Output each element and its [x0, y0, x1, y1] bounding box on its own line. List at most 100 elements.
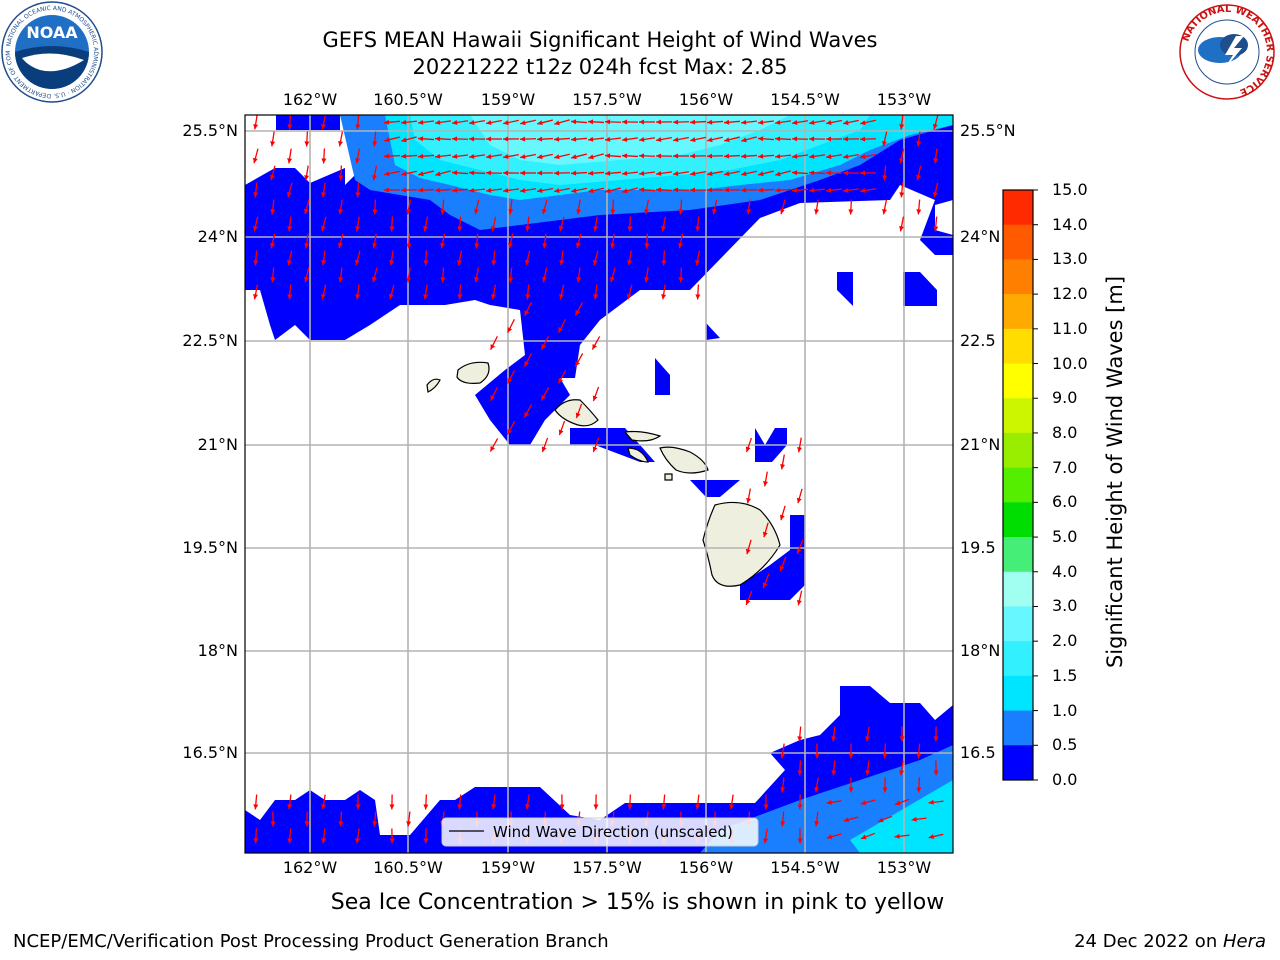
wave-arrow-42: [434, 136, 452, 142]
wave-arrow-238: [270, 267, 276, 283]
wave-arrow-124: [638, 170, 656, 176]
wave-arrow-248: [609, 267, 616, 283]
wave-arrow-13: [537, 119, 553, 126]
wave-arrow-166: [757, 187, 775, 193]
wave-arrow-299: [797, 590, 803, 606]
wave-arrow-116: [502, 170, 520, 176]
wave-arrow-233: [559, 250, 565, 266]
wave-arrow-170: [825, 187, 843, 193]
wave-arrow-161: [672, 187, 690, 193]
page-title: GEFS MEAN Hawaii Significant Height of W…: [322, 28, 878, 52]
wave-arrow-285: [592, 437, 600, 453]
wave-arrow-196: [287, 216, 293, 232]
wave-arrow-309: [916, 743, 922, 759]
wave-arrow-18: [621, 119, 639, 125]
colorbar-segment-15: [1003, 710, 1033, 746]
wave-arrow-30: [826, 119, 842, 126]
wave-arrow-340: [928, 799, 944, 805]
wave-arrow-148: [451, 187, 469, 193]
lat-left-label: 22.5°N: [182, 331, 238, 350]
wave-arrow-207: [661, 216, 667, 232]
wave-arrow-378: [826, 833, 842, 840]
wave-arrow-154: [554, 187, 570, 194]
lat-right-label: 22.5: [960, 331, 996, 350]
wave-arrow-172: [859, 188, 877, 193]
wave-arrow-183: [541, 199, 548, 215]
noaa-logo: NOAA NATIONAL OCEANIC AND ATMOSPHERIC AD…: [0, 0, 103, 103]
wave-arrow-11: [503, 119, 519, 126]
wave-arrow-75: [400, 153, 418, 159]
wave-arrow-274: [506, 370, 516, 384]
wave-arrow-333: [695, 794, 701, 810]
lat-left-label: 24°N: [197, 227, 238, 246]
wave-arrow-194: [916, 199, 922, 215]
wave-arrow-131: [758, 170, 774, 177]
wave-arrow-40: [401, 136, 417, 143]
wave-arrow-60: [741, 136, 757, 143]
wave-arrow-49: [553, 136, 571, 142]
wave-arrow-134: [808, 170, 826, 176]
wave-arrow-132: [775, 170, 791, 177]
wave-arrow-53: [621, 136, 639, 142]
lon-bottom-label: 157.5°W: [572, 858, 642, 877]
wave-arrow-263: [661, 284, 667, 300]
wave-arrow-88: [621, 153, 639, 159]
wave-arrow-221: [610, 233, 616, 249]
wave-arrow-135: [825, 170, 843, 176]
wave-arrow-264: [695, 284, 701, 300]
wave-arrow-359: [877, 815, 893, 823]
lon-top-label: 153°W: [876, 90, 932, 109]
wave-arrow-186: [644, 199, 650, 215]
wave-arrow-276: [489, 387, 499, 401]
wave-arrow-330: [593, 794, 599, 810]
colorbar-tick-label: 9.0: [1052, 388, 1078, 408]
wave-arrow-192: [848, 199, 854, 215]
wave-arrow-28: [791, 120, 809, 125]
colorbar-segment-7: [1003, 432, 1033, 469]
wave-arrow-67: [859, 136, 877, 142]
lat-left-label: 21°N: [197, 435, 238, 454]
wave-arrow-9: [469, 119, 485, 125]
wave-arrow-343: [338, 811, 344, 827]
colorbar-tick-label: 4.0: [1052, 561, 1078, 581]
wave-arrow-269: [490, 336, 498, 350]
wave-arrow-357: [814, 811, 820, 827]
wave-arrow-44: [468, 136, 486, 142]
wave-arrow-127: [690, 170, 706, 176]
colorbar-tick-label: 2.0: [1052, 631, 1078, 651]
wave-arrow-165: [740, 187, 758, 193]
colorbar-segment-8: [1003, 467, 1033, 503]
wave-arrow-147: [434, 187, 452, 193]
wave-arrow-84: [554, 153, 570, 160]
nws-logo: NATIONAL WEATHER SERVICE: [1179, 4, 1275, 100]
lon-bottom-label: 153°W: [876, 858, 932, 877]
wave-arrow-45: [486, 136, 502, 142]
wave-arrow-136: [842, 170, 860, 176]
wave-arrow-273: [574, 353, 584, 367]
wave-arrow-82: [520, 153, 536, 160]
wave-arrow-97: [774, 153, 792, 159]
lon-bottom-label: 156°W: [678, 858, 734, 877]
wave-arrow-191: [814, 199, 820, 215]
wave-arrow-61: [757, 136, 775, 142]
lon-top-label: 162°W: [282, 90, 338, 109]
colorbar-segment-16: [1003, 745, 1033, 781]
legend-label: Wind Wave Direction (unscaled): [493, 823, 733, 841]
wave-arrow-218: [508, 233, 514, 249]
wave-arrow-212: [304, 233, 310, 249]
wave-arrow-280: [575, 403, 583, 419]
graticule: [245, 115, 953, 853]
footer-right: 24 Dec 2022 on Hera: [1074, 931, 1266, 952]
wave-arrow-282: [558, 420, 566, 436]
wave-arrow-381: [928, 833, 944, 839]
wave-arrow-81: [503, 153, 519, 159]
wave-arrow-1: [287, 115, 293, 130]
wave-arrow-252: [287, 284, 293, 300]
wave-arrow-307: [848, 743, 854, 759]
wave-arrow-301: [831, 726, 837, 742]
colorbar-tick-label: 1.0: [1052, 700, 1078, 720]
wave-arrow-130: [741, 170, 757, 177]
colorbar-segment-14: [1003, 675, 1033, 712]
wave-arrow-108: [372, 165, 378, 181]
wave-arrow-253: [321, 284, 327, 300]
